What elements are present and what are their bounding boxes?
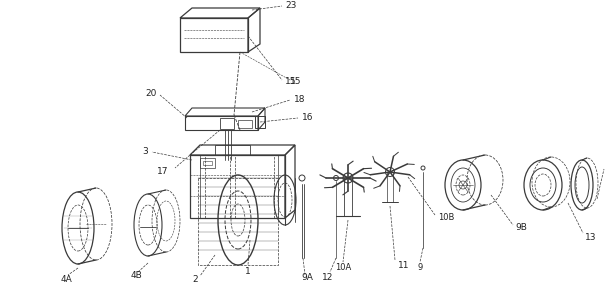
Text: 11: 11 [398, 260, 410, 269]
Text: 4A: 4A [60, 274, 72, 284]
Text: 3: 3 [142, 146, 148, 155]
Text: 1: 1 [245, 266, 251, 275]
Text: 4B: 4B [130, 272, 142, 280]
Text: 15: 15 [290, 77, 301, 86]
Text: 9A: 9A [301, 274, 313, 283]
Text: 23: 23 [285, 1, 296, 10]
Text: 10B: 10B [438, 212, 454, 221]
Text: 9: 9 [417, 262, 423, 272]
Text: 10A: 10A [335, 263, 351, 272]
Text: 15: 15 [285, 76, 296, 85]
Text: 17: 17 [157, 167, 168, 176]
Text: 18: 18 [294, 94, 306, 103]
Text: 9B: 9B [515, 224, 527, 232]
Text: 20: 20 [146, 88, 157, 98]
Text: 12: 12 [322, 272, 334, 281]
Text: 13: 13 [585, 232, 597, 242]
Text: 2: 2 [192, 275, 198, 284]
Text: 16: 16 [302, 113, 313, 122]
